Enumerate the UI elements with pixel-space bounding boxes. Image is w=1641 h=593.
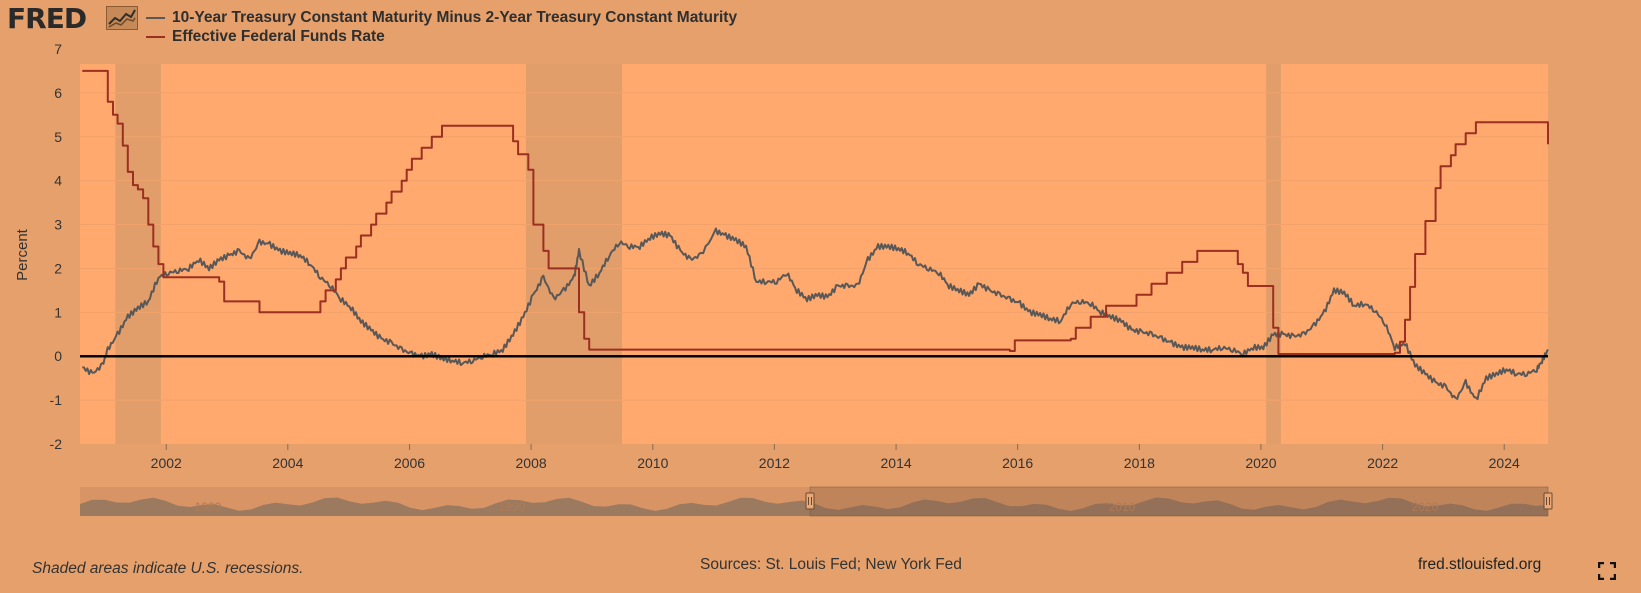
x-tick-label: 2020 — [1245, 455, 1276, 471]
y-tick-label: 7 — [54, 41, 62, 57]
legend-item-spread[interactable]: 10-Year Treasury Constant Maturity Minus… — [146, 8, 737, 27]
navigator-handle-grip — [1543, 492, 1553, 510]
y-tick-label: -2 — [50, 436, 63, 452]
y-tick-label: 2 — [54, 260, 62, 276]
y-tick-label: -1 — [50, 392, 63, 408]
x-tick-label: 2012 — [759, 455, 790, 471]
y-tick-label: 5 — [54, 129, 62, 145]
legend-swatch-spread — [146, 16, 165, 19]
fullscreen-icon[interactable] — [1597, 561, 1617, 581]
legend-label-spread: 10-Year Treasury Constant Maturity Minus… — [172, 8, 738, 26]
y-tick-label: 6 — [54, 85, 62, 101]
recession-band — [525, 64, 623, 444]
site-link[interactable]: fred.stlouisfed.org — [1418, 556, 1542, 573]
y-tick-label: 1 — [54, 304, 62, 320]
legend-label-fedfunds: Effective Federal Funds Rate — [172, 27, 385, 45]
chart-legend: 10-Year Treasury Constant Maturity Minus… — [146, 8, 737, 46]
chart-line-icon — [106, 6, 138, 30]
plot-area — [80, 64, 1548, 444]
x-tick-label: 2010 — [637, 455, 668, 471]
y-tick-label: 0 — [54, 348, 62, 364]
x-tick-label: 2024 — [1489, 455, 1520, 471]
legend-item-fedfunds[interactable]: Effective Federal Funds Rate — [146, 27, 737, 46]
recession-band — [1266, 64, 1281, 444]
navigator-tick-label: 2010 — [1109, 500, 1136, 514]
y-tick-label: 4 — [54, 173, 62, 189]
x-tick-label: 2016 — [1002, 455, 1033, 471]
sources-text: Sources: St. Louis Fed; New York Fed — [700, 556, 962, 573]
navigator-selection[interactable] — [809, 486, 1549, 517]
navigator-handle-grip — [805, 492, 815, 510]
y-tick-label: 3 — [54, 217, 62, 233]
x-tick-label: 2004 — [272, 455, 303, 471]
navigator-tick-label: 1980 — [195, 500, 222, 514]
x-tick-label: 2014 — [881, 455, 912, 471]
y-axis-label: Percent — [14, 228, 31, 281]
x-tick-label: 2006 — [394, 455, 425, 471]
navigator-tick-label: 2020 — [1412, 500, 1439, 514]
x-tick-label: 2008 — [516, 455, 547, 471]
chart-header: FRED 10-Year Treasury Constant Maturity … — [0, 0, 1641, 50]
x-tick-label: 2018 — [1124, 455, 1155, 471]
x-tick-label: 2002 — [151, 455, 182, 471]
legend-swatch-fedfunds — [146, 35, 165, 38]
navigator-handle-left[interactable] — [805, 492, 815, 510]
series-line-fedfunds[interactable] — [82, 69, 1549, 355]
series-line-spread[interactable] — [82, 227, 1549, 401]
recession-note: Shaded areas indicate U.S. recessions. — [32, 560, 304, 577]
navigator-handle-right[interactable] — [1543, 492, 1553, 510]
fred-logo[interactable]: FRED — [7, 2, 87, 35]
navigator-tick-label: 1990 — [499, 500, 526, 514]
x-tick-label: 2022 — [1367, 455, 1398, 471]
recession-band — [115, 64, 161, 444]
